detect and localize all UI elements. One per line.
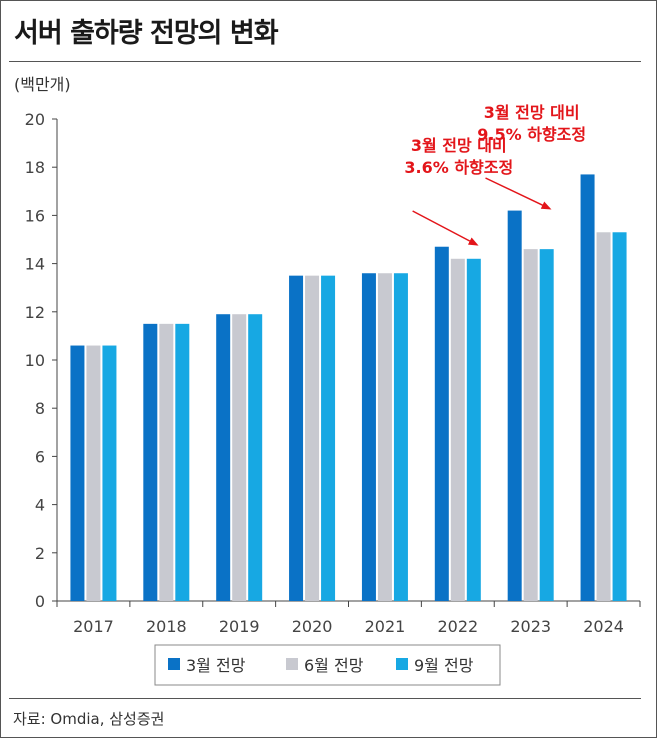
legend-swatch [396, 658, 408, 670]
y-tick-label: 12 [25, 303, 45, 322]
source-note: 자료: Omdia, 삼성증권 [13, 710, 165, 728]
x-tick-label: 2023 [510, 617, 551, 636]
x-tick-label: 2021 [365, 617, 406, 636]
bar [580, 174, 595, 601]
y-tick-label: 2 [35, 544, 45, 563]
bar [102, 345, 117, 601]
annotation-line: 3.6% 하향조정 [404, 158, 513, 177]
y-tick-label: 6 [35, 447, 45, 466]
x-tick-label: 2017 [73, 617, 114, 636]
bar [539, 249, 554, 601]
bar [143, 323, 158, 601]
x-tick-labels: 2017 2018 2019 2020 2021 2022 2023 2024 [73, 617, 624, 636]
annotation-text: 3월 전망 대비 3.6% 하향조정 [404, 136, 513, 177]
bar [289, 275, 304, 601]
bar [507, 210, 522, 601]
y-tick-label: 18 [25, 158, 45, 177]
bar [612, 232, 627, 601]
x-tick-label: 2019 [219, 617, 260, 636]
bar [596, 232, 611, 601]
bar [434, 246, 449, 602]
x-tick-label: 2018 [146, 617, 187, 636]
annotation-arrow [485, 177, 552, 210]
bar [377, 273, 392, 601]
annotation-line: 9.5% 하향조정 [477, 125, 586, 144]
annotation-line: 3월 전망 대비 [411, 136, 507, 155]
bar [248, 314, 263, 601]
x-tick-label: 2020 [292, 617, 333, 636]
bar [450, 258, 465, 601]
chart-bars [70, 174, 627, 602]
bar [305, 275, 320, 601]
legend-label: 9월 전망 [414, 656, 474, 675]
legend-label: 6월 전망 [304, 656, 364, 675]
y-tick-label: 14 [25, 255, 45, 274]
x-tick-label: 2024 [583, 617, 624, 636]
bar [175, 323, 190, 601]
y-axis-unit-label: (백만개) [14, 75, 71, 94]
chart-legend: 3월 전망 6월 전망 9월 전망 [154, 644, 501, 686]
y-tick-label: 20 [25, 110, 45, 129]
legend-swatch [168, 658, 180, 670]
bar [216, 314, 231, 601]
bar [466, 258, 481, 601]
bar [321, 275, 336, 601]
legend-swatch [286, 658, 298, 670]
annotation-arrow [412, 210, 479, 246]
bar [159, 323, 174, 601]
y-tick-label: 8 [35, 399, 45, 418]
y-tick-label: 16 [25, 206, 45, 225]
y-tick-label: 4 [35, 496, 45, 515]
chart-title: 서버 출하량 전망의 변화 [14, 18, 279, 49]
bar [86, 345, 101, 601]
y-tick-labels: 0 2 4 6 8 10 12 14 16 18 20 [25, 110, 45, 611]
bar [70, 345, 85, 601]
top-divider [9, 61, 641, 62]
annotation-line: 3월 전망 대비 [484, 103, 580, 122]
bar [523, 249, 538, 601]
y-tick-label: 0 [35, 592, 45, 611]
y-tick-label: 10 [25, 351, 45, 370]
bar [361, 273, 376, 601]
legend-label: 3월 전망 [186, 656, 246, 675]
x-tick-label: 2022 [437, 617, 478, 636]
legend-box [154, 644, 501, 686]
annotation-text: 3월 전망 대비 9.5% 하향조정 [477, 103, 586, 144]
bar [393, 273, 408, 601]
bottom-divider [9, 698, 641, 699]
bar [232, 314, 247, 601]
